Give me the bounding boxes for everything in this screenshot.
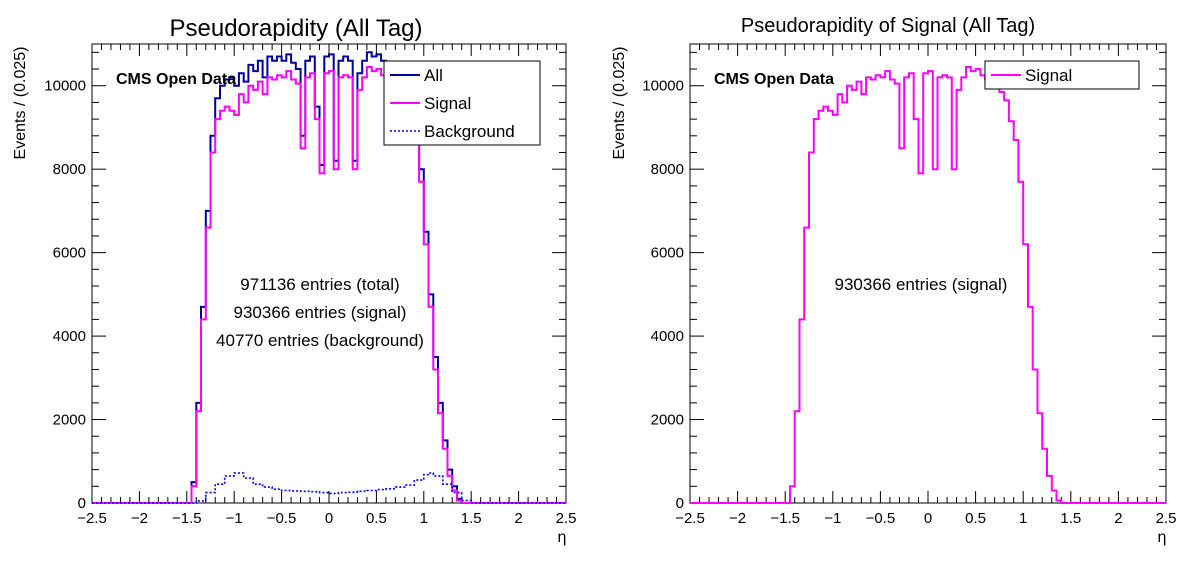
y-tick-label: 0 (78, 495, 86, 512)
x-tick-label: 1.5 (461, 510, 482, 527)
x-tick-label: −2 (729, 510, 746, 527)
chart-title: Pseudorapidity (All Tag) (169, 15, 422, 42)
y-tick-label: 0 (676, 495, 684, 512)
watermark-label: CMS Open Data (116, 71, 236, 88)
entries-annotation: 930366 entries (signal) (234, 303, 407, 322)
series-line-signal (690, 66, 1166, 504)
y-tick-label: 6000 (651, 245, 684, 262)
legend-label-signal: Signal (1025, 66, 1072, 85)
x-tick-label: 1.5 (1060, 510, 1081, 527)
x-tick-label: −0.5 (866, 510, 896, 527)
plot-frame (689, 43, 1167, 504)
watermark-label: CMS Open Data (714, 71, 834, 88)
y-tick-label: 4000 (651, 328, 684, 345)
x-tick-label: 0 (924, 510, 932, 527)
x-tick-label: 2 (1114, 510, 1122, 527)
y-tick-label: 10000 (642, 78, 684, 95)
series-line-background (92, 472, 566, 504)
entries-annotation: 930366 entries (signal) (835, 275, 1008, 294)
y-axis-label: Events / (0.025) (12, 47, 29, 160)
x-tick-label: 2.5 (556, 510, 577, 527)
y-tick-label: 2000 (651, 412, 684, 429)
legend-label-background: Background (424, 122, 515, 141)
x-tick-label: 2 (514, 510, 522, 527)
y-tick-label: 2000 (53, 412, 86, 429)
x-tick-label: −1 (226, 510, 243, 527)
x-tick-label: 0.5 (366, 510, 387, 527)
x-tick-label: −1 (824, 510, 841, 527)
x-tick-label: −2.5 (77, 510, 107, 527)
y-axis-label: Events / (0.025) (611, 47, 628, 160)
series-line-all (92, 51, 566, 504)
x-tick-label: 0 (325, 510, 333, 527)
entries-annotation: 971136 entries (total) (240, 275, 399, 294)
chart-title: Pseudorapidity of Signal (All Tag) (741, 15, 1035, 37)
y-tick-label: 10000 (44, 78, 86, 95)
x-tick-label: −2 (131, 510, 148, 527)
x-tick-label: −1.5 (172, 510, 202, 527)
legend-label-signal: Signal (424, 94, 471, 113)
y-tick-label: 8000 (651, 161, 684, 178)
x-tick-label: 0.5 (965, 510, 986, 527)
y-tick-label: 8000 (53, 161, 86, 178)
x-axis-label: η (558, 529, 567, 546)
chart-panel-2: Pseudorapidity of Signal (All Tag) Events… (611, 15, 1176, 546)
x-tick-label: −1.5 (770, 510, 800, 527)
y-tick-label: 6000 (53, 245, 86, 262)
y-tick-label: 4000 (53, 328, 86, 345)
chart-panel-1: Pseudorapidity (All Tag) Events / (0.025)… (12, 15, 576, 546)
series-line-signal (92, 66, 566, 504)
x-tick-label: 1 (420, 510, 428, 527)
x-tick-label: −2.5 (675, 510, 705, 527)
x-tick-label: −0.5 (267, 510, 297, 527)
x-tick-label: 2.5 (1156, 510, 1177, 527)
x-tick-label: 1 (1019, 510, 1027, 527)
legend-label-all: All (424, 66, 443, 85)
x-axis-label: η (1158, 529, 1167, 546)
entries-annotation: 40770 entries (background) (216, 331, 424, 350)
